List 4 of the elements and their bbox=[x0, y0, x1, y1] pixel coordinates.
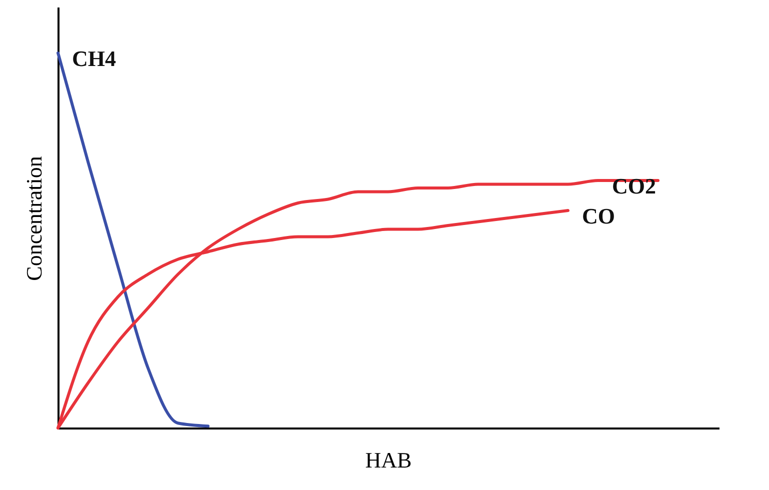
x-axis-title: HAB bbox=[365, 448, 412, 472]
series-label: CO bbox=[582, 204, 615, 228]
series-label: CH4 bbox=[72, 46, 116, 71]
y-axis-title: Concentration bbox=[22, 156, 46, 281]
